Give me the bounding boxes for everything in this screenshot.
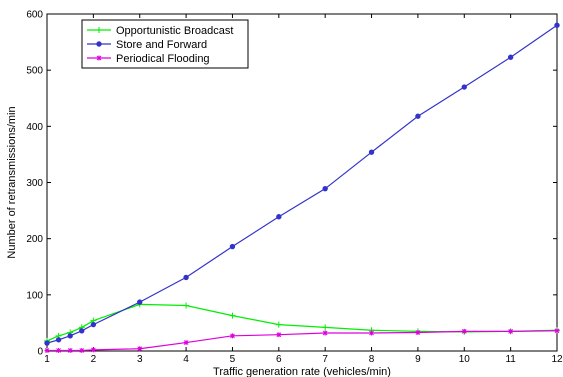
data-point	[56, 347, 62, 353]
legend-marker	[96, 41, 102, 47]
legend-label: Store and Forward	[116, 39, 207, 51]
data-point	[183, 340, 189, 346]
data-point	[229, 333, 235, 339]
series-3	[44, 328, 560, 353]
x-tick-label: 7	[322, 354, 328, 365]
legend-marker	[96, 55, 102, 61]
data-point	[461, 84, 467, 90]
y-tick-label: 600	[26, 10, 43, 21]
data-point	[276, 214, 282, 220]
x-tick-label: 12	[551, 354, 563, 365]
y-tick-label: 500	[26, 66, 43, 77]
y-tick-label: 0	[37, 347, 43, 358]
series-layer	[44, 22, 560, 353]
x-tick-label: 9	[415, 354, 421, 365]
y-axis-label: Number of retransmissions/min	[6, 106, 18, 258]
series-2	[44, 22, 560, 346]
data-point	[44, 340, 50, 346]
x-tick-label: 1	[44, 354, 50, 365]
y-tick-label: 400	[26, 122, 43, 133]
legend-entry: Opportunistic Broadcast	[87, 25, 233, 37]
data-point	[67, 347, 73, 353]
legend-label: Opportunistic Broadcast	[116, 25, 233, 37]
data-point	[507, 54, 514, 60]
data-point	[79, 328, 85, 334]
x-tick-label: 11	[505, 354, 516, 365]
x-tick-label: 4	[183, 354, 189, 365]
x-tick-label: 6	[276, 354, 282, 365]
y-tick-label: 300	[26, 178, 43, 189]
x-tick-label: 10	[459, 354, 471, 365]
legend-label: Periodical Flooding	[116, 53, 210, 65]
data-point	[369, 330, 375, 336]
x-tick-label: 8	[369, 354, 375, 365]
data-point	[415, 329, 421, 335]
data-point	[137, 299, 143, 305]
data-point	[79, 347, 85, 353]
data-point	[183, 302, 190, 309]
data-point	[229, 312, 236, 319]
data-point	[554, 22, 560, 28]
data-point	[322, 330, 328, 336]
data-point	[275, 321, 282, 328]
data-point	[55, 337, 62, 343]
data-point	[368, 149, 375, 155]
data-point	[415, 113, 421, 119]
legend: Opportunistic Broadcast Store and Forward…	[81, 19, 249, 69]
data-point	[137, 346, 143, 352]
data-point	[322, 324, 329, 331]
data-point	[229, 243, 236, 250]
plot-frame	[46, 13, 558, 352]
data-point	[461, 328, 467, 334]
y-tick-label: 200	[26, 234, 43, 245]
data-point	[322, 185, 328, 192]
data-point	[90, 347, 96, 353]
data-point	[276, 332, 282, 338]
data-point	[44, 347, 50, 353]
data-point	[508, 328, 514, 334]
data-point	[554, 328, 560, 334]
data-point	[183, 274, 189, 281]
data-point	[67, 333, 73, 339]
plot-area	[46, 13, 558, 352]
x-tick-label: 2	[91, 354, 97, 365]
legend-entry: Store and Forward	[87, 39, 207, 51]
legend-entry: Periodical Flooding	[87, 53, 210, 65]
y-tick-label: 100	[26, 290, 43, 301]
x-axis-label: Traffic generation rate (vehicles/min)	[213, 366, 391, 377]
legend-marker	[96, 27, 102, 33]
data-point	[90, 321, 97, 328]
x-tick-label: 5	[230, 354, 236, 365]
x-tick-label: 3	[137, 354, 143, 365]
